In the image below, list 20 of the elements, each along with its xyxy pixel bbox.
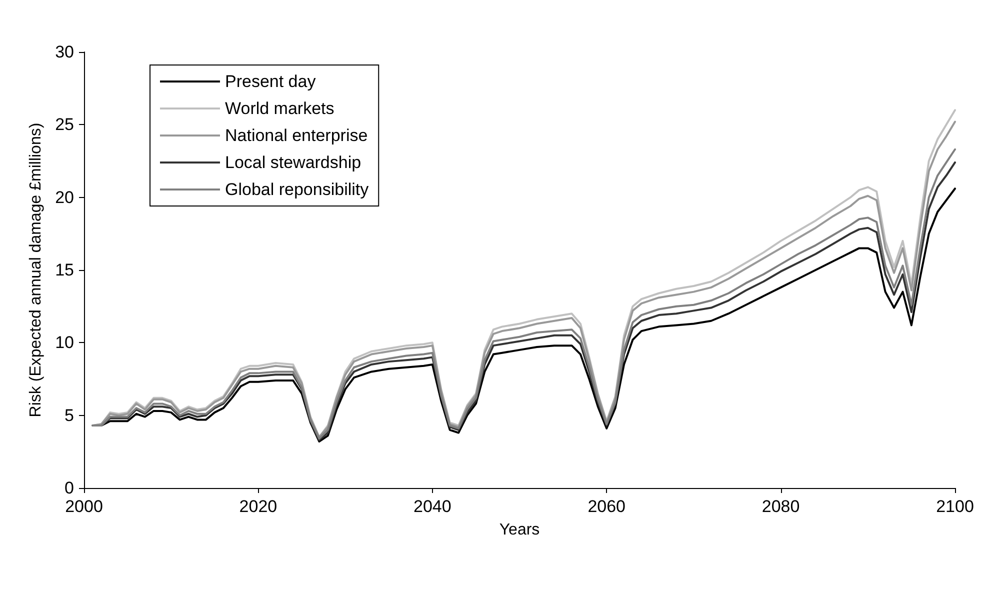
legend-label: National enterprise [225,126,368,145]
y-axis-title: Risk (Expected annual damage £millions) [28,122,44,418]
x-axis-title: Years [499,522,540,538]
legend-label: Present day [225,72,316,91]
y-tick-label: 0 [64,478,74,498]
y-tick-label: 25 [55,115,74,134]
y-tick-label: 15 [55,260,74,280]
y-tick-label: 20 [55,188,74,207]
x-tick-label: 2060 [588,497,626,516]
x-tick-label: 2100 [936,497,974,516]
legend-label: Local stewardship [225,153,362,172]
legend-label: World markets [225,99,334,118]
legend-label: Global reponsibility [225,180,370,199]
x-tick-label: 2080 [762,497,800,516]
x-tick-label: 2000 [65,497,103,516]
y-tick-label: 5 [64,406,74,425]
y-tick-label: 30 [55,42,74,62]
x-tick-label: 2020 [239,497,278,516]
y-tick-label: 10 [55,333,74,352]
x-tick-label: 2040 [413,497,452,516]
